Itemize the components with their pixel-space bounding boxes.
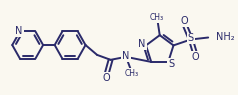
Text: O: O: [192, 52, 199, 62]
Text: O: O: [103, 73, 110, 83]
Text: S: S: [188, 34, 194, 44]
Text: O: O: [180, 16, 188, 26]
Text: N: N: [122, 51, 130, 61]
Text: NH₂: NH₂: [216, 32, 234, 42]
Text: N: N: [15, 26, 23, 36]
Text: CH₃: CH₃: [150, 13, 164, 22]
Text: S: S: [168, 59, 174, 69]
Text: N: N: [139, 39, 146, 49]
Text: CH₃: CH₃: [125, 69, 139, 78]
